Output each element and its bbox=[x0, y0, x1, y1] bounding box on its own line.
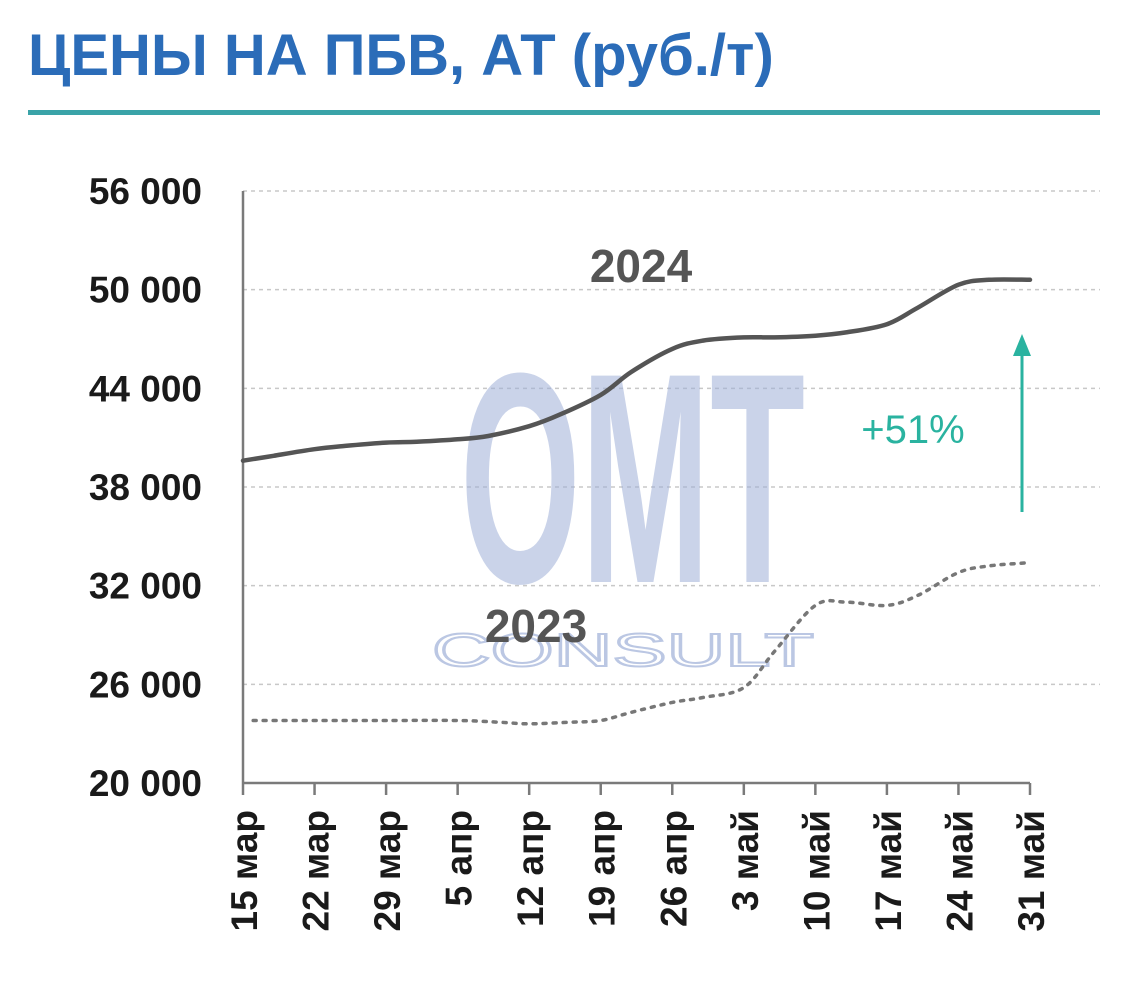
series-labels: 2024 2023 bbox=[485, 240, 693, 652]
x-tick-label: 29 мар bbox=[367, 810, 408, 932]
x-tick-label: 12 апр bbox=[510, 810, 551, 927]
series-label-2024: 2024 bbox=[590, 240, 693, 292]
page-title: ЦЕНЫ НА ПБВ, АТ (руб./т) bbox=[28, 23, 774, 88]
x-tick-label: 26 апр bbox=[653, 810, 694, 927]
x-tick-label: 17 май bbox=[868, 810, 909, 932]
y-axis-ticks: 20 000 26 000 32 000 38 000 44 000 50 000 56 0… bbox=[89, 171, 202, 804]
growth-annotation: +51% bbox=[861, 408, 964, 452]
y-tick-label: 38 000 bbox=[89, 467, 202, 508]
y-tick-label: 44 000 bbox=[89, 368, 202, 409]
series-label-2023: 2023 bbox=[485, 600, 587, 652]
y-tick-label: 20 000 bbox=[89, 763, 202, 804]
series-line-2023 bbox=[251, 560, 1032, 726]
x-tick-label: 15 мар bbox=[224, 810, 265, 932]
series-lines bbox=[240, 277, 1033, 726]
growth-arrow-head bbox=[1013, 334, 1031, 356]
x-tick-label: 5 апр bbox=[439, 810, 480, 906]
x-tick-label: 31 май bbox=[1011, 810, 1052, 932]
y-tick-label: 50 000 bbox=[89, 270, 202, 311]
annotations: +51% bbox=[861, 334, 1031, 512]
y-tick-label: 56 000 bbox=[89, 171, 202, 212]
x-tick-label: 22 мар bbox=[296, 810, 337, 932]
watermark-logo-text: OMT bbox=[460, 310, 805, 646]
title-underline bbox=[28, 110, 1100, 115]
x-tick-label: 3 май bbox=[725, 810, 766, 911]
x-tick-label: 24 май bbox=[939, 810, 980, 932]
watermark-sub-text: CONSULT bbox=[432, 624, 814, 676]
y-tick-label: 26 000 bbox=[89, 664, 202, 705]
x-tick-label: 10 май bbox=[796, 810, 837, 932]
y-tick-label: 32 000 bbox=[89, 566, 202, 607]
x-tick-label: 19 апр bbox=[582, 810, 623, 927]
axes bbox=[241, 191, 1032, 795]
x-axis-ticks: 15 мар 22 мар 29 мар 5 апр 12 апр 19 апр 26 ап… bbox=[224, 810, 1052, 932]
series-line-2024 bbox=[240, 277, 1033, 463]
gridlines bbox=[243, 190, 1100, 686]
